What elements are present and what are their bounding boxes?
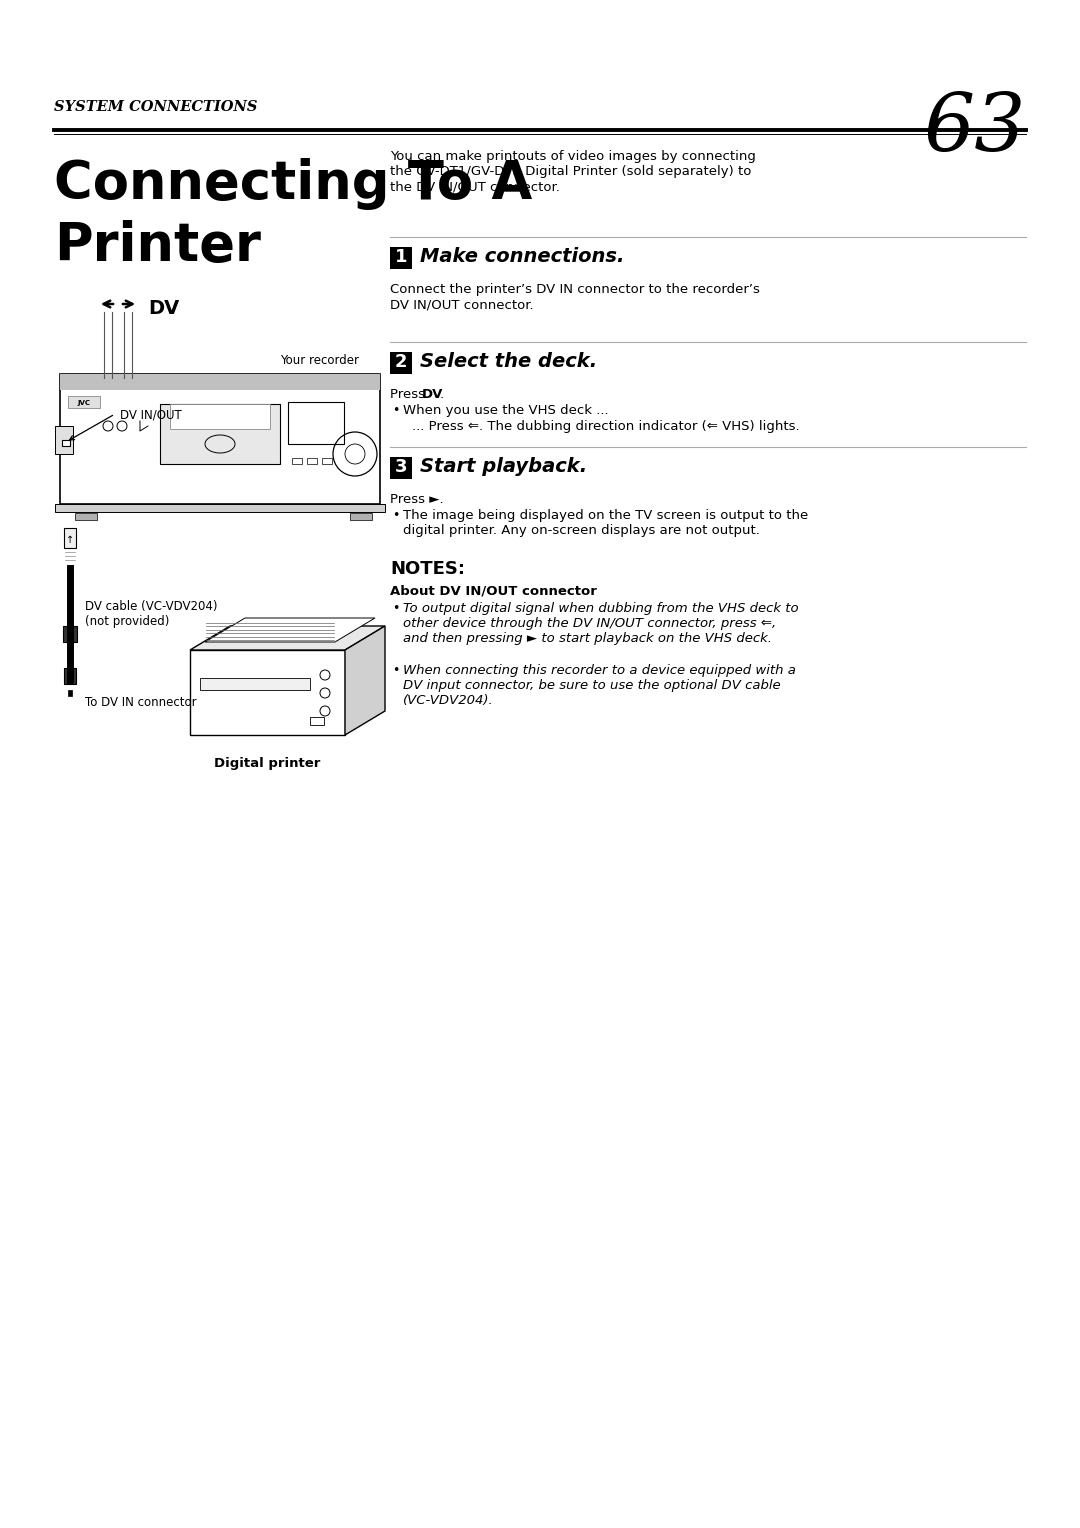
Bar (170, 403, 270, 429)
Text: When connecting this recorder to a device equipped with a
DV input connector, be: When connecting this recorder to a devic… (403, 665, 796, 707)
Bar (55, 504, 384, 512)
Text: 1: 1 (395, 248, 407, 266)
Bar (160, 403, 280, 465)
Bar (64, 668, 76, 685)
Text: 2: 2 (395, 353, 407, 371)
Text: 63: 63 (923, 90, 1026, 168)
Bar (200, 678, 310, 691)
Text: ↑: ↑ (66, 535, 75, 545)
Text: •: • (392, 403, 400, 417)
Bar (64, 529, 76, 549)
Text: When you use the VHS deck ...: When you use the VHS deck ... (403, 403, 609, 417)
Bar (60, 374, 380, 390)
Text: You can make printouts of video images by connecting
the GV-DT1/GV-DT3 Digital P: You can make printouts of video images b… (390, 150, 756, 193)
Bar (288, 402, 345, 445)
Text: To output digital signal when dubbing from the VHS deck to
other device through : To output digital signal when dubbing fr… (403, 602, 798, 645)
Text: DV cable (VC-VDV204)
(not provided): DV cable (VC-VDV204) (not provided) (85, 601, 217, 628)
Text: ... Press ⇐. The dubbing direction indicator (⇐ VHS) lights.: ... Press ⇐. The dubbing direction indic… (411, 420, 799, 432)
Text: DV IN/OUT: DV IN/OUT (120, 410, 181, 422)
Text: To DV IN connector: To DV IN connector (85, 695, 197, 709)
Text: 3: 3 (395, 458, 407, 477)
Bar (390, 248, 411, 269)
Text: Digital printer: Digital printer (214, 756, 320, 770)
Bar (68, 396, 100, 408)
Text: •: • (392, 665, 400, 677)
Text: .: . (440, 388, 444, 400)
Bar (310, 717, 324, 724)
Text: Connect the printer’s DV IN connector to the recorder’s
DV IN/OUT connector.: Connect the printer’s DV IN connector to… (390, 283, 760, 312)
Text: SYSTEM CONNECTIONS: SYSTEM CONNECTIONS (54, 99, 257, 115)
Bar (75, 513, 97, 520)
Bar (390, 457, 411, 478)
Bar (55, 426, 73, 454)
Text: Start playback.: Start playback. (420, 457, 588, 477)
Bar (63, 626, 77, 642)
Text: •: • (392, 602, 400, 614)
Text: Printer: Printer (54, 220, 261, 272)
Text: Press ►.: Press ►. (390, 494, 444, 506)
Text: NOTES:: NOTES: (390, 559, 465, 578)
Bar (190, 649, 345, 735)
Text: About DV IN/OUT connector: About DV IN/OUT connector (390, 584, 597, 597)
Bar (68, 691, 72, 695)
Bar (390, 351, 411, 374)
Bar (350, 513, 372, 520)
Text: DV: DV (422, 388, 444, 400)
Text: JVC: JVC (78, 400, 91, 406)
Bar (307, 458, 318, 465)
Polygon shape (205, 617, 375, 642)
Text: •: • (392, 509, 400, 523)
Bar (60, 374, 380, 504)
Text: Your recorder: Your recorder (280, 354, 359, 367)
Text: Select the deck.: Select the deck. (420, 351, 597, 371)
Polygon shape (190, 626, 384, 649)
Bar (292, 458, 302, 465)
Text: Connecting To A: Connecting To A (54, 157, 532, 209)
Bar (322, 458, 332, 465)
Polygon shape (345, 626, 384, 735)
Text: DV: DV (148, 299, 179, 318)
Text: Make connections.: Make connections. (420, 248, 624, 266)
Text: The image being displayed on the TV screen is output to the
digital printer. Any: The image being displayed on the TV scre… (403, 509, 808, 536)
Bar (62, 440, 70, 446)
Text: Press: Press (390, 388, 429, 400)
